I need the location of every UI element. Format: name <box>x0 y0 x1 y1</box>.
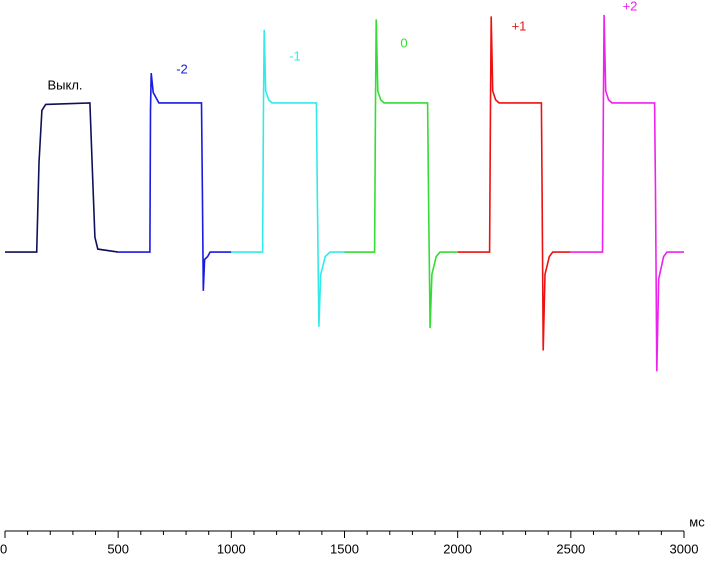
x-tick-label: 2000 <box>443 541 472 556</box>
series-line <box>5 102 119 253</box>
x-tick-label: 1000 <box>217 541 246 556</box>
series-label: +1 <box>512 18 527 33</box>
x-tick-label: 2500 <box>556 541 585 556</box>
series-line <box>118 73 232 291</box>
series-line <box>457 16 571 351</box>
series-line <box>344 19 458 329</box>
series-label: +2 <box>623 0 638 13</box>
series-line <box>570 14 684 372</box>
series-label: Выкл. <box>47 77 82 92</box>
series-line <box>231 29 345 327</box>
series-label: -2 <box>176 61 188 76</box>
x-tick-label: 0 <box>0 541 7 556</box>
series-label: 0 <box>400 35 407 50</box>
x-tick-label: 3000 <box>670 541 699 556</box>
series-label: -1 <box>289 48 301 63</box>
x-tick-label: 500 <box>107 541 129 556</box>
x-tick-label: 1500 <box>330 541 359 556</box>
x-axis-label: мс <box>689 514 705 529</box>
